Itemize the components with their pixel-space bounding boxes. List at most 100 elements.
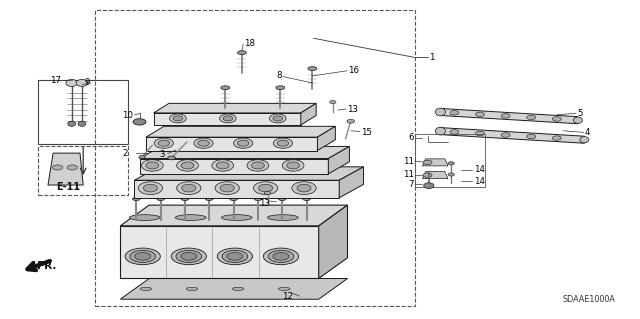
Ellipse shape xyxy=(180,253,197,260)
Polygon shape xyxy=(154,103,316,113)
Circle shape xyxy=(450,111,459,115)
Ellipse shape xyxy=(278,197,286,200)
Bar xyxy=(95,10,415,306)
Ellipse shape xyxy=(234,138,253,148)
Ellipse shape xyxy=(292,182,316,195)
Ellipse shape xyxy=(230,197,237,200)
Text: 9: 9 xyxy=(84,78,90,87)
Text: 3: 3 xyxy=(159,150,165,159)
Ellipse shape xyxy=(424,183,434,189)
Ellipse shape xyxy=(278,287,290,290)
Ellipse shape xyxy=(140,287,152,290)
Polygon shape xyxy=(301,103,316,125)
Polygon shape xyxy=(317,126,335,151)
Polygon shape xyxy=(120,226,319,278)
Polygon shape xyxy=(422,159,448,166)
Text: 11: 11 xyxy=(403,170,414,179)
Ellipse shape xyxy=(141,160,163,171)
Text: 1: 1 xyxy=(429,53,435,62)
Ellipse shape xyxy=(252,162,264,169)
Text: 12: 12 xyxy=(282,292,293,300)
Ellipse shape xyxy=(435,108,445,116)
Ellipse shape xyxy=(273,138,292,148)
Polygon shape xyxy=(154,113,301,125)
Text: 14: 14 xyxy=(474,165,484,174)
Ellipse shape xyxy=(194,138,213,148)
Polygon shape xyxy=(120,205,348,226)
Text: 16: 16 xyxy=(348,66,359,75)
Ellipse shape xyxy=(448,162,454,165)
Ellipse shape xyxy=(223,116,233,121)
Polygon shape xyxy=(140,159,328,174)
Polygon shape xyxy=(440,108,578,124)
Text: 7: 7 xyxy=(408,180,414,189)
Ellipse shape xyxy=(172,248,206,265)
Ellipse shape xyxy=(259,184,273,192)
Text: 10: 10 xyxy=(122,111,133,120)
Ellipse shape xyxy=(78,121,86,126)
Ellipse shape xyxy=(186,287,198,290)
Circle shape xyxy=(501,114,510,118)
Ellipse shape xyxy=(215,182,239,195)
Circle shape xyxy=(423,173,432,177)
Text: 18: 18 xyxy=(244,39,255,48)
Ellipse shape xyxy=(168,156,175,160)
Ellipse shape xyxy=(68,121,76,126)
Text: 17: 17 xyxy=(51,76,61,85)
Polygon shape xyxy=(134,167,364,180)
Circle shape xyxy=(501,133,510,137)
Text: 2: 2 xyxy=(122,149,128,158)
Ellipse shape xyxy=(177,160,198,171)
Polygon shape xyxy=(328,146,349,174)
Circle shape xyxy=(67,165,77,170)
Ellipse shape xyxy=(175,215,206,220)
Ellipse shape xyxy=(158,140,170,146)
Text: 13: 13 xyxy=(347,105,358,114)
Circle shape xyxy=(52,165,63,170)
Ellipse shape xyxy=(176,250,202,263)
Ellipse shape xyxy=(181,162,194,169)
Polygon shape xyxy=(319,205,348,278)
Circle shape xyxy=(476,112,484,116)
Ellipse shape xyxy=(198,140,209,146)
Ellipse shape xyxy=(237,140,249,146)
Ellipse shape xyxy=(220,114,236,123)
Ellipse shape xyxy=(308,67,317,70)
Ellipse shape xyxy=(227,253,243,260)
Circle shape xyxy=(423,160,432,165)
Polygon shape xyxy=(422,172,448,179)
Polygon shape xyxy=(146,137,317,151)
Ellipse shape xyxy=(212,160,234,171)
Ellipse shape xyxy=(157,197,164,200)
Circle shape xyxy=(552,136,561,140)
Ellipse shape xyxy=(76,79,88,86)
Polygon shape xyxy=(140,146,349,159)
Ellipse shape xyxy=(181,197,189,200)
Polygon shape xyxy=(134,180,339,198)
Ellipse shape xyxy=(276,86,285,90)
Ellipse shape xyxy=(282,160,304,171)
Circle shape xyxy=(476,131,484,136)
Ellipse shape xyxy=(237,51,246,55)
Circle shape xyxy=(527,115,536,120)
Ellipse shape xyxy=(269,114,286,123)
Ellipse shape xyxy=(580,137,589,143)
Ellipse shape xyxy=(135,253,151,260)
Ellipse shape xyxy=(435,127,445,135)
Circle shape xyxy=(133,119,146,125)
Ellipse shape xyxy=(448,173,454,176)
Ellipse shape xyxy=(273,116,283,121)
Ellipse shape xyxy=(125,248,160,265)
Ellipse shape xyxy=(297,184,311,192)
Ellipse shape xyxy=(287,162,300,169)
Text: 14: 14 xyxy=(474,177,484,186)
Polygon shape xyxy=(146,126,335,137)
Ellipse shape xyxy=(130,250,156,263)
Ellipse shape xyxy=(139,155,145,159)
Ellipse shape xyxy=(347,119,355,123)
Ellipse shape xyxy=(132,197,140,200)
Ellipse shape xyxy=(247,160,269,171)
Bar xyxy=(415,134,485,187)
Ellipse shape xyxy=(177,182,201,195)
Ellipse shape xyxy=(205,197,213,200)
